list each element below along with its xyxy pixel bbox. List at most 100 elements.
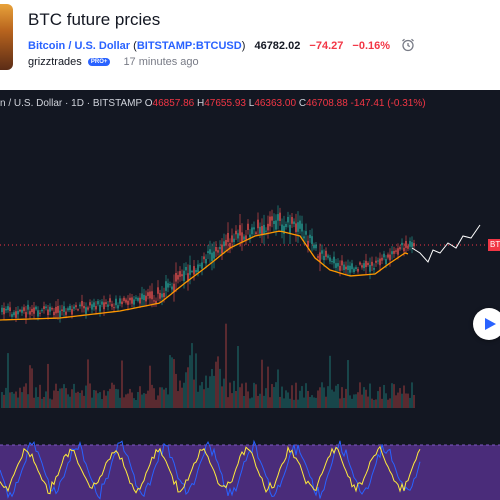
- volume-bar: [383, 384, 385, 408]
- volume-bar: [147, 390, 149, 408]
- candle-body: [279, 212, 281, 221]
- volume-bar: [403, 385, 405, 408]
- volume-bar: [21, 392, 23, 408]
- volume-bar: [217, 356, 219, 408]
- candle-body: [309, 234, 311, 239]
- candle-body: [229, 243, 231, 249]
- candle-body: [121, 301, 123, 305]
- volume-bar: [347, 360, 349, 408]
- volume-bar: [191, 343, 193, 408]
- candle-body: [189, 265, 191, 275]
- candle-body: [353, 268, 355, 273]
- volume-bar: [189, 355, 191, 408]
- candle-body: [1, 307, 3, 313]
- idea-title: BTC future prcies: [28, 10, 161, 29]
- candle-body: [347, 265, 349, 270]
- volume-bar: [317, 390, 319, 408]
- volume-bar: [267, 366, 269, 408]
- chart-canvas[interactable]: [0, 90, 500, 500]
- volume-bar: [243, 395, 245, 408]
- volume-bar: [335, 385, 337, 408]
- volume-bar: [115, 388, 117, 408]
- volume-bar: [83, 395, 85, 408]
- volume-bar: [235, 391, 237, 408]
- volume-bar: [175, 373, 177, 408]
- volume-bar: [273, 387, 275, 408]
- candle-body: [127, 300, 129, 305]
- volume-bar: [263, 395, 265, 408]
- volume-bar: [261, 359, 263, 408]
- volume-bar: [105, 395, 107, 408]
- candle-body: [137, 297, 139, 301]
- legend-separator: ·: [65, 98, 69, 109]
- candle-body: [31, 308, 33, 313]
- candle-body: [47, 309, 49, 316]
- volume-bar: [231, 393, 233, 408]
- symbol-name-link[interactable]: Bitcoin / U.S. Dollar: [28, 40, 131, 52]
- candle-body: [97, 301, 99, 305]
- volume-bar: [221, 386, 223, 408]
- volume-bar: [253, 382, 255, 408]
- candle-body: [83, 305, 85, 309]
- candle-body: [275, 220, 277, 230]
- candle-body: [149, 291, 151, 299]
- avatar[interactable]: [0, 4, 13, 70]
- candle-body: [29, 311, 31, 315]
- candle-body: [277, 214, 279, 221]
- volume-bar: [187, 367, 189, 408]
- candle-body: [165, 281, 167, 291]
- candle-body: [409, 240, 411, 247]
- volume-bar: [207, 387, 209, 408]
- volume-bar: [279, 396, 281, 408]
- author-name[interactable]: grizztrades: [28, 56, 82, 68]
- candle-body: [173, 283, 175, 293]
- volume-bar: [161, 387, 163, 408]
- candle-body: [113, 307, 115, 309]
- candle-body: [381, 257, 383, 261]
- legend-separator: ·: [86, 98, 91, 109]
- candle-body: [319, 252, 321, 263]
- volume-bar: [123, 397, 125, 408]
- candle-body: [389, 254, 391, 261]
- volume-bar: [363, 387, 365, 408]
- volume-bar: [237, 346, 239, 408]
- volume-bar: [39, 384, 41, 408]
- volume-bar: [233, 380, 235, 408]
- idea-header: BTC future prcies Bitcoin / U.S. Dollar …: [0, 0, 500, 90]
- volume-bar: [117, 389, 119, 408]
- volume-bar: [351, 398, 353, 408]
- candle-body: [77, 309, 79, 311]
- candle-body: [289, 224, 291, 234]
- moving-average-line: [0, 230, 409, 321]
- volume-bar: [31, 368, 33, 408]
- play-button[interactable]: [473, 308, 500, 340]
- volume-bar: [239, 387, 241, 408]
- volume-bar: [135, 399, 137, 408]
- volume-bar: [215, 361, 217, 408]
- volume-bar: [227, 397, 229, 408]
- ticker-link[interactable]: BITSTAMP:BTCUSD: [136, 40, 242, 52]
- volume-bar: [315, 397, 317, 408]
- candle-body: [101, 301, 103, 305]
- volume-bar: [385, 393, 387, 408]
- volume-bar: [177, 391, 179, 408]
- candle-body: [39, 312, 41, 314]
- volume-bar: [57, 391, 59, 408]
- volume-bar: [179, 380, 181, 408]
- candle-body: [369, 264, 371, 272]
- alarm-clock-icon[interactable]: [401, 38, 415, 52]
- candle-body: [327, 255, 329, 258]
- volume-bar: [353, 394, 355, 408]
- volume-bar: [339, 398, 341, 408]
- volume-bar: [75, 392, 77, 408]
- chart-area[interactable]: n / U.S. Dollar · 1D · BITSTAMP O46857.8…: [0, 90, 500, 500]
- candle-body: [215, 247, 217, 252]
- candle-body: [161, 293, 163, 298]
- volume-bar: [197, 391, 199, 408]
- volume-bar: [1, 392, 3, 408]
- candle-body: [163, 293, 165, 298]
- candle-body: [11, 314, 13, 317]
- volume-bar: [169, 355, 171, 408]
- volume-bar: [101, 399, 103, 408]
- volume-bar: [203, 389, 205, 408]
